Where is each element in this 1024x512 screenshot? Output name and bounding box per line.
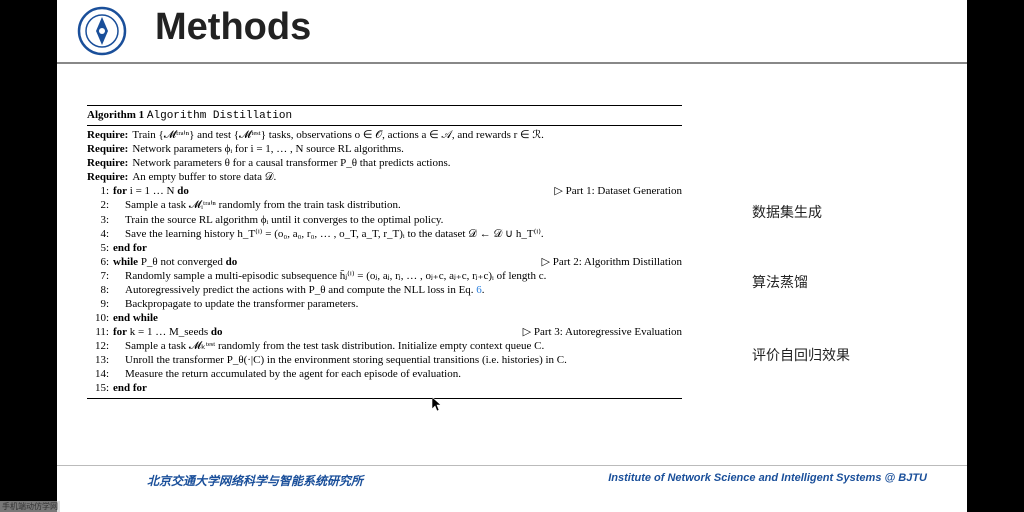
line-number: 11: xyxy=(87,325,113,339)
line-number: 13: xyxy=(87,353,113,367)
line-comment: ▷ Part 2: Algorithm Distillation xyxy=(542,255,682,269)
line-text: for k = 1 … M_seeds do xyxy=(113,325,523,339)
algorithm-name: Algorithm Distillation xyxy=(147,110,292,122)
require-text: Network parameters θ for a causal transf… xyxy=(132,156,682,170)
algorithm-line: 4:Save the learning history h_T⁽ⁱ⁾ = (o₀… xyxy=(87,227,682,241)
line-number: 12: xyxy=(87,339,113,353)
footer-institute-cn: 北京交通大学网络科学与智能系统研究所 xyxy=(147,472,363,489)
slide-title: Methods xyxy=(155,6,311,49)
algorithm-line: 8:Autoregressively predict the actions w… xyxy=(87,283,682,297)
line-text: end for xyxy=(113,241,682,255)
algorithm-line: 5:end for xyxy=(87,241,682,255)
line-text: Unroll the transformer P_θ(·|C) in the e… xyxy=(113,353,682,367)
algorithm-line: 13:Unroll the transformer P_θ(·|C) in th… xyxy=(87,353,682,367)
algorithm-line: 2:Sample a task 𝓜ᵢᵗʳᵃⁱⁿ randomly from th… xyxy=(87,198,682,212)
line-number: 10: xyxy=(87,311,113,325)
line-text: Measure the return accumulated by the ag… xyxy=(113,367,682,381)
annotation-evaluation: 评价自回归效果 xyxy=(752,345,850,365)
algorithm-require-line: Require:Train {𝓜ᵗʳᵃⁱⁿ} and test {𝓜ᵗᵉˢᵗ} … xyxy=(87,128,682,142)
line-text: while P_θ not converged do xyxy=(113,255,542,269)
line-text: end for xyxy=(113,381,682,395)
require-text: Train {𝓜ᵗʳᵃⁱⁿ} and test {𝓜ᵗᵉˢᵗ} tasks, o… xyxy=(132,128,682,142)
line-text: end while xyxy=(113,311,682,325)
line-comment: ▷ Part 3: Autoregressive Evaluation xyxy=(523,325,682,339)
line-number: 3: xyxy=(87,213,113,227)
slide-header: Methods xyxy=(57,0,967,64)
line-text: Autoregressively predict the actions wit… xyxy=(113,283,682,297)
require-label: Require: xyxy=(87,142,132,156)
university-logo-icon xyxy=(77,6,127,56)
require-text: Network parameters ϕᵢ for i = 1, … , N s… xyxy=(132,142,682,156)
algorithm-require-line: Require:Network parameters θ for a causa… xyxy=(87,156,682,170)
line-number: 5: xyxy=(87,241,113,255)
line-number: 14: xyxy=(87,367,113,381)
line-text: Backpropagate to update the transformer … xyxy=(113,297,682,311)
line-comment: ▷ Part 1: Dataset Generation xyxy=(554,184,682,198)
line-text: Sample a task 𝓜ᵢᵗʳᵃⁱⁿ randomly from the … xyxy=(113,198,682,212)
algorithm-line: 1:for i = 1 … N do▷ Part 1: Dataset Gene… xyxy=(87,184,682,198)
slide: Methods Algorithm 1 Algorithm Distillati… xyxy=(57,0,967,512)
line-number: 9: xyxy=(87,297,113,311)
footer-institute-en: Institute of Network Science and Intelli… xyxy=(608,472,927,484)
line-number: 7: xyxy=(87,269,113,283)
line-number: 6: xyxy=(87,255,113,269)
algorithm-box: Algorithm 1 Algorithm Distillation Requi… xyxy=(87,105,682,401)
algorithm-line: 14:Measure the return accumulated by the… xyxy=(87,367,682,381)
line-text: Randomly sample a multi-episodic subsequ… xyxy=(113,269,682,283)
line-number: 4: xyxy=(87,227,113,241)
line-number: 1: xyxy=(87,184,113,198)
algorithm-label: Algorithm 1 xyxy=(87,109,144,121)
line-number: 2: xyxy=(87,198,113,212)
line-text: Save the learning history h_T⁽ⁱ⁾ = (o₀, … xyxy=(113,227,682,241)
algorithm-line: 9:Backpropagate to update the transforme… xyxy=(87,297,682,311)
line-number: 8: xyxy=(87,283,113,297)
require-label: Require: xyxy=(87,156,132,170)
algorithm-require-line: Require:An empty buffer to store data 𝒟. xyxy=(87,170,682,184)
algorithm-line: 12:Sample a task 𝓜ₖᵗᵉˢᵗ randomly from th… xyxy=(87,339,682,353)
watermark-label: 手机端动仿学网 xyxy=(0,501,60,512)
require-text: An empty buffer to store data 𝒟. xyxy=(132,170,682,184)
annotation-dataset-gen: 数据集生成 xyxy=(752,202,822,222)
algorithm-line: 11:for k = 1 … M_seeds do▷ Part 3: Autor… xyxy=(87,325,682,339)
slide-footer: 北京交通大学网络科学与智能系统研究所 Institute of Network … xyxy=(57,465,967,492)
algorithm-line: 7:Randomly sample a multi-episodic subse… xyxy=(87,269,682,283)
annotation-distillation: 算法蒸馏 xyxy=(752,272,808,292)
line-text: Train the source RL algorithm ϕᵢ until i… xyxy=(113,213,682,227)
line-text: for i = 1 … N do xyxy=(113,184,554,198)
algorithm-line: 15:end for xyxy=(87,381,682,395)
algorithm-header: Algorithm 1 Algorithm Distillation xyxy=(87,108,682,123)
algorithm-line: 10:end while xyxy=(87,311,682,325)
algorithm-line: 3:Train the source RL algorithm ϕᵢ until… xyxy=(87,213,682,227)
algorithm-require-line: Require:Network parameters ϕᵢ for i = 1,… xyxy=(87,142,682,156)
require-label: Require: xyxy=(87,170,132,184)
line-text: Sample a task 𝓜ₖᵗᵉˢᵗ randomly from the t… xyxy=(113,339,682,353)
algorithm-line: 6:while P_θ not converged do▷ Part 2: Al… xyxy=(87,255,682,269)
require-label: Require: xyxy=(87,128,132,142)
line-number: 15: xyxy=(87,381,113,395)
